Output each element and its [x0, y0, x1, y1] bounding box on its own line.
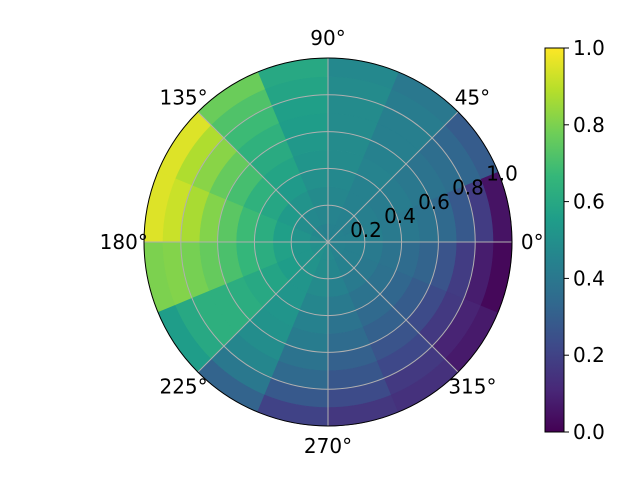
theta-tick-label: 315° [448, 374, 496, 398]
theta-tick-label: 0° [521, 230, 544, 254]
r-tick-label: 0.2 [350, 218, 382, 242]
colorbar: 0.0 0.2 0.4 0.6 0.8 1.0 [544, 36, 605, 444]
theta-gridline [327, 241, 459, 373]
theta-tick-label: 270° [304, 434, 352, 458]
theta-gridline [327, 111, 459, 243]
r-tick-labels: 0.20.40.60.81.0 [350, 162, 518, 242]
colorbar-tick-label: 0.8 [573, 113, 605, 137]
r-tick-label: 0.8 [452, 176, 484, 200]
polar-grid [144, 58, 512, 426]
theta-gridline [197, 111, 329, 243]
theta-tick-label: 135° [159, 86, 207, 110]
r-gridline [290, 204, 366, 280]
r-tick-label: 0.6 [418, 190, 450, 214]
theta-tick-label: 225° [159, 374, 207, 398]
polar-outline [143, 57, 513, 427]
r-tick-label: 1.0 [486, 162, 518, 186]
theta-tick-labels: 0° 45° 90° 135° 180° 225° 270° 315° [100, 26, 544, 458]
colorbar-tick-label: 1.0 [573, 36, 605, 60]
colorbar-gradient [544, 47, 565, 433]
r-tick-label: 0.4 [384, 204, 416, 228]
colorbar-tick-label: 0.6 [573, 190, 605, 214]
r-gridline [180, 94, 476, 390]
r-gridline [253, 167, 403, 317]
colorbar-tick-label: 0.2 [573, 343, 605, 367]
theta-tick-label: 45° [455, 86, 490, 110]
theta-tick-label: 90° [310, 26, 345, 50]
theta-gridline [197, 241, 329, 373]
r-gridline [217, 131, 439, 353]
colorbar-tick-label: 0.4 [573, 266, 605, 290]
heatmap-cells [143, 57, 513, 427]
colorbar-tick-label: 0.0 [573, 420, 605, 444]
theta-tick-label: 180° [100, 230, 148, 254]
